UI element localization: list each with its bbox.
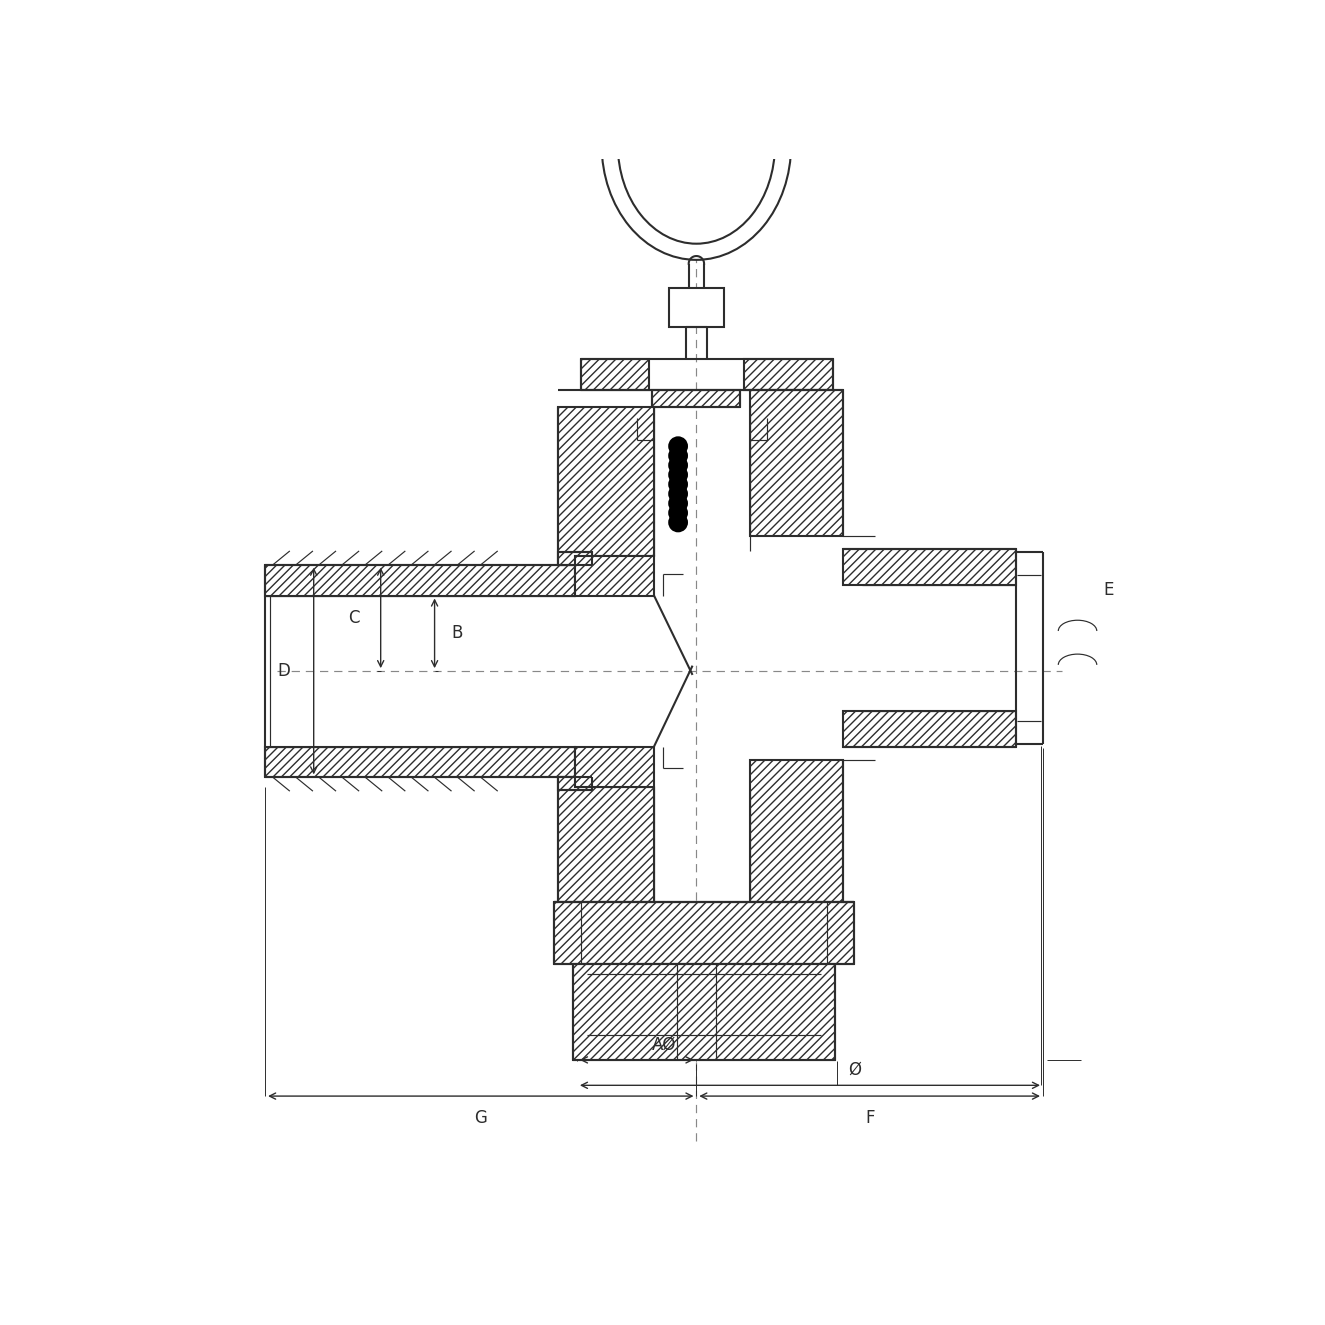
Circle shape: [669, 504, 686, 522]
Polygon shape: [843, 550, 1016, 584]
Polygon shape: [652, 390, 741, 407]
Circle shape: [669, 466, 686, 484]
Circle shape: [669, 485, 686, 502]
Polygon shape: [265, 564, 575, 596]
Ellipse shape: [617, 46, 775, 244]
Text: D: D: [278, 662, 290, 680]
Polygon shape: [558, 553, 592, 564]
Polygon shape: [745, 359, 833, 390]
Polygon shape: [558, 778, 592, 790]
Polygon shape: [554, 902, 855, 963]
Polygon shape: [750, 761, 843, 902]
Polygon shape: [669, 289, 723, 327]
Text: Ø: Ø: [848, 1061, 861, 1079]
Polygon shape: [574, 963, 835, 1060]
Text: F: F: [865, 1109, 874, 1126]
Text: G: G: [474, 1109, 488, 1126]
Polygon shape: [575, 746, 655, 787]
Text: AØ: AØ: [652, 1036, 676, 1053]
Polygon shape: [558, 778, 655, 902]
Circle shape: [669, 447, 686, 465]
Polygon shape: [265, 746, 575, 778]
Ellipse shape: [602, 30, 791, 260]
Polygon shape: [575, 555, 655, 596]
Circle shape: [669, 476, 686, 493]
Circle shape: [669, 456, 686, 474]
Circle shape: [669, 514, 686, 531]
Polygon shape: [843, 712, 1016, 746]
Polygon shape: [580, 359, 649, 390]
Polygon shape: [558, 407, 655, 564]
Text: B: B: [452, 624, 462, 643]
Circle shape: [669, 437, 686, 454]
Text: C: C: [347, 610, 359, 627]
Polygon shape: [750, 390, 843, 535]
Text: E: E: [1102, 582, 1113, 599]
Circle shape: [669, 494, 686, 513]
